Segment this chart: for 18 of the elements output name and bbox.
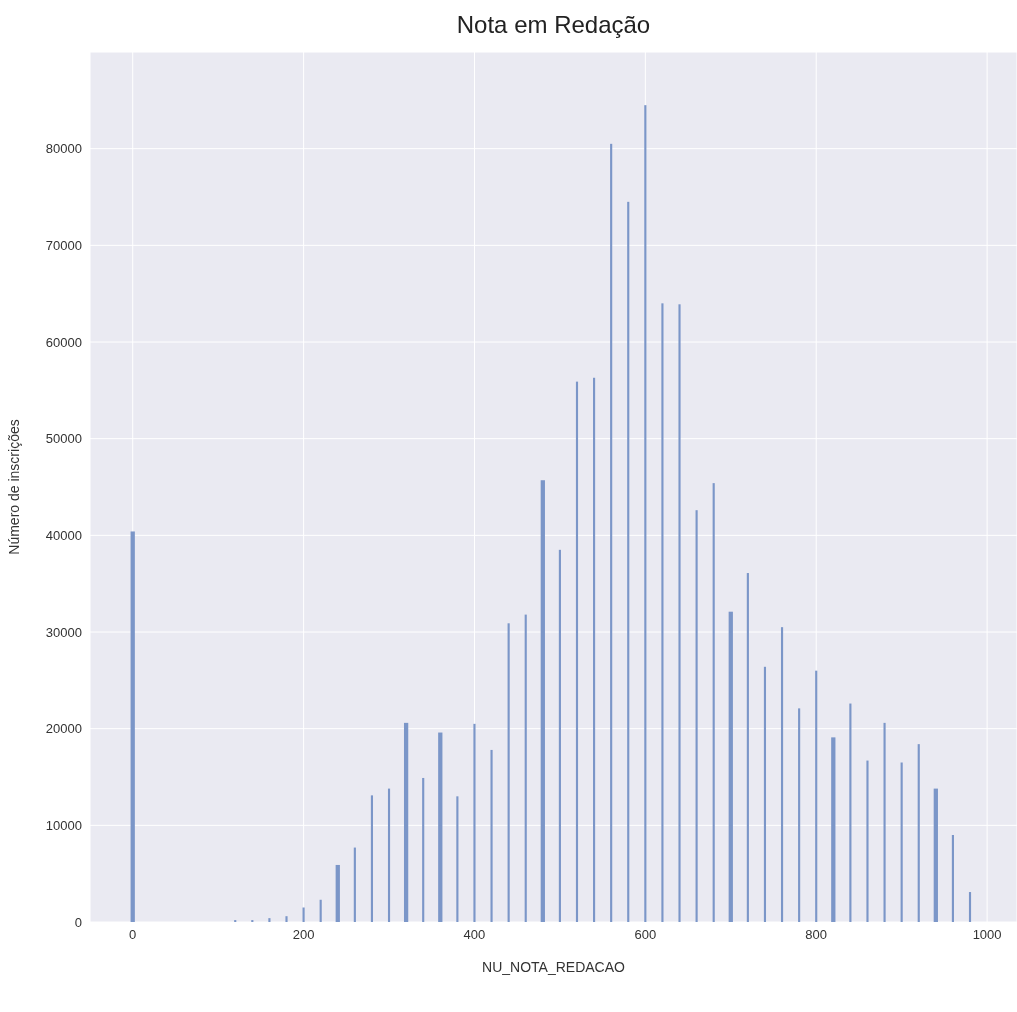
y-tick-label: 40000: [45, 527, 82, 543]
x-tick-label: 800: [805, 927, 828, 943]
y-tick-label: 30000: [45, 624, 82, 640]
y-tick-label: 60000: [45, 334, 82, 350]
chart-title: Nota em Redação: [455, 10, 652, 40]
x-tick-label: 200: [292, 927, 315, 943]
y-tick-label: 20000: [45, 721, 82, 737]
y-tick-label: 50000: [45, 431, 82, 447]
y-tick-label: 0: [74, 914, 82, 930]
x-tick-label: 600: [634, 927, 657, 943]
x-axis-title: NU_NOTA_REDACAO: [482, 959, 626, 975]
x-tick-label: 1000: [972, 927, 1002, 943]
y-tick-label: 80000: [45, 141, 82, 157]
x-tick-label: 0: [129, 927, 137, 943]
y-tick-label: 10000: [45, 817, 82, 833]
y-tick-label: 70000: [45, 237, 82, 253]
y-axis-title: Número de inscrições: [5, 419, 22, 555]
x-tick-label: 400: [463, 927, 486, 943]
